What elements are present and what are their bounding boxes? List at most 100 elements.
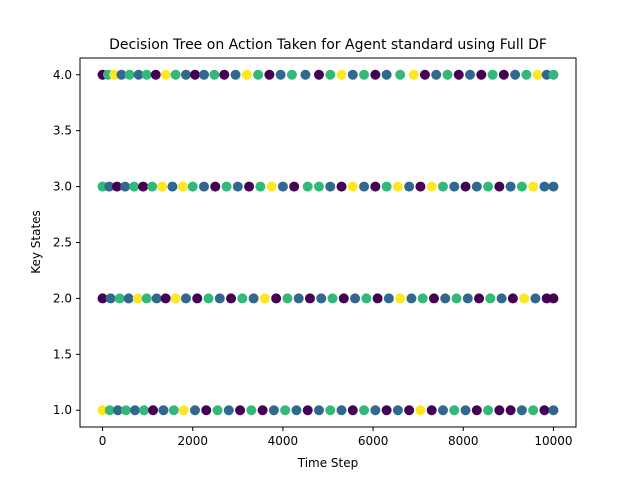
data-point — [120, 181, 131, 192]
x-tick-label: 4000 — [268, 434, 299, 448]
data-point — [539, 181, 550, 192]
y-tick-label: 2.5 — [53, 236, 72, 250]
data-point — [496, 293, 507, 304]
data-point — [138, 181, 149, 192]
data-point — [124, 69, 135, 80]
data-point — [180, 69, 191, 80]
data-point — [112, 405, 123, 416]
data-point — [510, 69, 521, 80]
data-point — [246, 405, 257, 416]
data-point — [381, 69, 392, 80]
data-point — [383, 293, 394, 304]
x-tick-label: 10000 — [534, 434, 572, 448]
data-point — [120, 405, 131, 416]
data-point — [505, 181, 516, 192]
data-point — [428, 293, 439, 304]
data-point — [237, 293, 248, 304]
data-point — [257, 405, 268, 416]
data-point — [302, 405, 313, 416]
data-point — [291, 405, 302, 416]
data-point — [370, 405, 381, 416]
data-point — [532, 69, 543, 80]
data-point — [485, 293, 496, 304]
data-point — [180, 293, 191, 304]
data-point — [519, 293, 530, 304]
data-point — [282, 293, 293, 304]
data-point — [151, 293, 162, 304]
data-point — [123, 293, 134, 304]
data-point — [271, 293, 282, 304]
data-point — [232, 181, 243, 192]
data-point — [158, 405, 169, 416]
y-tick-label: 2.0 — [53, 291, 72, 305]
data-point — [170, 293, 181, 304]
data-point — [129, 181, 140, 192]
data-point — [359, 69, 370, 80]
data-point — [201, 405, 212, 416]
data-point — [141, 69, 152, 80]
data-point — [266, 181, 277, 192]
data-point — [381, 181, 392, 192]
data-point — [116, 69, 127, 80]
data-point — [226, 293, 237, 304]
data-point — [483, 181, 494, 192]
data-point — [168, 405, 179, 416]
data-point — [483, 405, 494, 416]
data-point — [192, 293, 203, 304]
data-point — [275, 69, 286, 80]
points-layer — [97, 69, 559, 416]
data-point — [415, 181, 426, 192]
data-point — [133, 69, 144, 80]
data-point — [521, 69, 532, 80]
data-point — [426, 181, 437, 192]
data-point — [241, 69, 252, 80]
data-point — [417, 293, 428, 304]
data-point — [223, 405, 234, 416]
y-tick-label: 4.0 — [53, 68, 72, 82]
data-point — [210, 181, 221, 192]
data-point — [505, 405, 516, 416]
data-point — [160, 293, 171, 304]
data-point — [494, 405, 505, 416]
data-point — [235, 405, 246, 416]
data-point — [548, 69, 559, 80]
data-point — [516, 405, 527, 416]
data-point — [199, 69, 209, 80]
data-point — [325, 405, 336, 416]
data-point — [178, 405, 189, 416]
data-point — [372, 293, 383, 304]
data-point — [264, 69, 275, 80]
data-point — [130, 405, 141, 416]
data-point — [170, 69, 181, 80]
data-point — [347, 69, 358, 80]
data-point — [150, 69, 161, 80]
data-point — [338, 293, 349, 304]
data-point — [336, 69, 347, 80]
data-point — [277, 181, 288, 192]
y-axis-label: Key States — [29, 210, 43, 274]
data-point — [160, 69, 171, 80]
data-point — [471, 181, 482, 192]
data-point — [471, 405, 482, 416]
data-point — [230, 69, 241, 80]
data-point — [139, 405, 150, 416]
data-point — [253, 69, 264, 80]
data-point — [462, 293, 473, 304]
data-point — [147, 181, 158, 192]
data-point — [395, 69, 406, 80]
data-point — [313, 181, 324, 192]
data-point — [286, 69, 297, 80]
data-point — [404, 405, 415, 416]
data-point — [167, 181, 178, 192]
data-point — [453, 69, 464, 80]
data-point — [370, 181, 381, 192]
data-point — [395, 293, 406, 304]
data-point — [392, 181, 403, 192]
data-point — [370, 69, 381, 80]
data-point — [548, 181, 559, 192]
data-point — [255, 181, 266, 192]
x-tick-label: 2000 — [177, 434, 208, 448]
data-point — [313, 69, 324, 80]
data-point — [347, 181, 358, 192]
